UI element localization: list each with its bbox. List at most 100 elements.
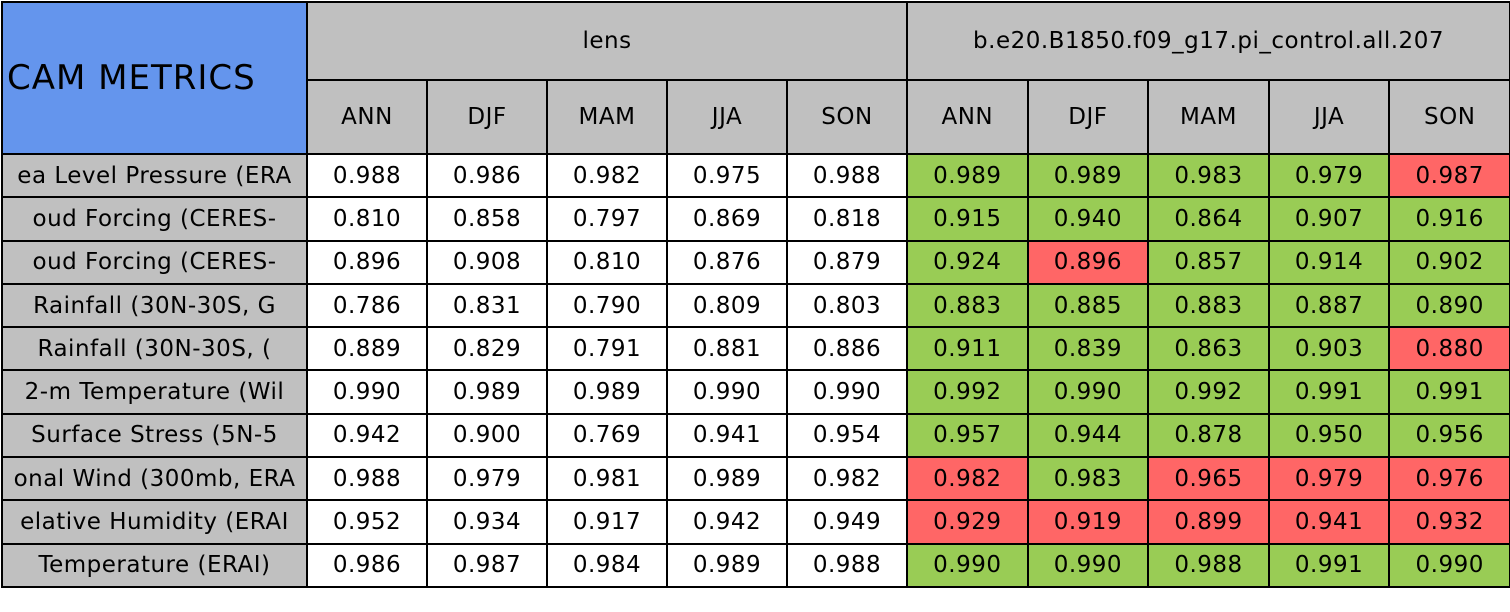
metric-value: 0.957 <box>906 412 1029 459</box>
metric-value: 0.907 <box>1267 196 1391 242</box>
data-row: oud Forcing (CERES- 0.896 0.908 0.810 0.876 0… <box>1 239 1510 285</box>
metric-value: 0.950 <box>1267 412 1391 459</box>
metric-value: 0.983 <box>1147 152 1270 199</box>
metric-value: 0.864 <box>1147 196 1270 242</box>
season-header: DJF <box>426 79 548 155</box>
metric-value: 0.976 <box>1388 456 1510 502</box>
metric-value: 0.942 <box>666 499 788 545</box>
metric-value: 0.989 <box>906 152 1029 199</box>
metric-value: 0.941 <box>1267 499 1391 545</box>
metric-value: 0.979 <box>1267 456 1391 502</box>
metric-value: 0.883 <box>906 282 1029 329</box>
metric-value: 0.858 <box>426 196 548 242</box>
metric-value: 0.983 <box>1026 456 1150 502</box>
metric-value: 0.809 <box>666 282 788 329</box>
metric-value: 0.940 <box>1026 196 1150 242</box>
metric-value: 0.988 <box>785 542 909 588</box>
metric-value: 0.916 <box>1388 196 1510 242</box>
metric-label: oud Forcing (CERES- <box>1 196 308 242</box>
metric-value: 0.942 <box>306 412 428 459</box>
season-header: MAM <box>1147 79 1270 155</box>
season-header: JJA <box>666 79 788 155</box>
metric-value: 0.944 <box>1026 412 1150 459</box>
group-header: b.e20.B1850.f09_g17.pi_control.all.207 <box>906 1 1510 81</box>
metric-value: 0.941 <box>666 412 788 459</box>
metric-value: 0.989 <box>666 542 788 588</box>
metric-value: 0.989 <box>426 369 548 415</box>
metric-value: 0.987 <box>426 542 548 588</box>
metric-value: 0.886 <box>785 326 909 372</box>
metric-value: 0.987 <box>1388 152 1510 199</box>
metric-value: 0.956 <box>1388 412 1510 459</box>
header-row: CAM METRICS lens b.e20.B1850.f09_g17.pi_co… <box>1 1 1510 155</box>
metric-value: 0.896 <box>1026 239 1150 285</box>
metric-value: 0.890 <box>1388 282 1510 329</box>
metric-value: 0.952 <box>306 499 428 545</box>
metric-value: 0.876 <box>666 239 788 285</box>
metric-value: 0.881 <box>666 326 788 372</box>
data-row: ea Level Pressure (ERA 0.988 0.986 0.982 0.9… <box>1 152 1510 199</box>
metric-value: 0.903 <box>1267 326 1391 372</box>
data-row: oud Forcing (CERES- 0.810 0.858 0.797 0.869 0… <box>1 196 1510 242</box>
metric-value: 0.900 <box>426 412 548 459</box>
metric-value: 0.990 <box>785 369 909 415</box>
metric-value: 0.863 <box>1147 326 1270 372</box>
metric-value: 0.885 <box>1026 282 1150 329</box>
season-row: ANN DJF MAM JJA SON ANN DJF MAM JJA SON <box>2 79 1510 155</box>
metric-label: Rainfall (30N-30S, G <box>1 282 308 329</box>
season-header: MAM <box>546 79 668 155</box>
metric-value: 0.879 <box>785 239 909 285</box>
metric-value: 0.988 <box>785 152 909 199</box>
metric-label: onal Wind (300mb, ERA <box>1 456 308 502</box>
metric-value: 0.883 <box>1147 282 1270 329</box>
metric-label-text: elative Humidity (ERAI <box>20 509 289 536</box>
metric-label-text: Rainfall (30N-30S, G <box>33 292 276 319</box>
data-row: 2-m Temperature (Wil 0.990 0.989 0.989 0.990… <box>1 369 1510 415</box>
metric-value: 0.991 <box>1267 369 1391 415</box>
metric-label-text: Rainfall (30N-30S, ( <box>37 335 272 362</box>
metric-value: 0.829 <box>426 326 548 372</box>
metric-label: 2-m Temperature (Wil <box>1 369 308 415</box>
metric-value: 0.954 <box>785 412 909 459</box>
metric-value: 0.934 <box>426 499 548 545</box>
metric-value: 0.915 <box>906 196 1029 242</box>
metric-value: 0.889 <box>306 326 428 372</box>
metric-label: elative Humidity (ERAI <box>1 499 308 545</box>
corner-header: CAM METRICS <box>1 1 308 155</box>
metric-value: 0.984 <box>546 542 668 588</box>
metric-value: 0.990 <box>1026 542 1150 588</box>
metric-value: 0.991 <box>1388 369 1510 415</box>
metric-value: 0.989 <box>666 456 788 502</box>
metric-value: 0.908 <box>426 239 548 285</box>
metric-value: 0.981 <box>546 456 668 502</box>
metric-value: 0.902 <box>1388 239 1510 285</box>
metric-label-text: onal Wind (300mb, ERA <box>13 465 296 492</box>
metric-value: 0.986 <box>306 542 428 588</box>
metric-value: 0.769 <box>546 412 668 459</box>
metric-value: 0.924 <box>906 239 1029 285</box>
metric-value: 0.911 <box>906 326 1029 372</box>
data-row: onal Wind (300mb, ERA 0.988 0.979 0.981 0.98… <box>1 456 1510 502</box>
metric-value: 0.803 <box>785 282 909 329</box>
metric-value: 0.989 <box>546 369 668 415</box>
season-header: ANN <box>906 79 1029 155</box>
season-header: SON <box>1388 79 1510 155</box>
metric-value: 0.991 <box>1267 542 1391 588</box>
metric-value: 0.839 <box>1026 326 1150 372</box>
metric-label: oud Forcing (CERES- <box>1 239 308 285</box>
metric-value: 0.914 <box>1267 239 1391 285</box>
metric-value: 0.857 <box>1147 239 1270 285</box>
metric-value: 0.990 <box>666 369 788 415</box>
metric-value: 0.878 <box>1147 412 1270 459</box>
metric-value: 0.896 <box>306 239 428 285</box>
season-header: JJA <box>1267 79 1391 155</box>
metric-label-text: Temperature (ERAI) <box>38 552 271 579</box>
metric-value: 0.982 <box>906 456 1029 502</box>
metric-value: 0.880 <box>1388 326 1510 372</box>
metric-value: 0.992 <box>906 369 1029 415</box>
metric-label: Rainfall (30N-30S, ( <box>1 326 308 372</box>
metric-value: 0.988 <box>306 456 428 502</box>
metric-value: 0.982 <box>785 456 909 502</box>
metric-value: 0.979 <box>1267 152 1391 199</box>
metric-value: 0.917 <box>546 499 668 545</box>
